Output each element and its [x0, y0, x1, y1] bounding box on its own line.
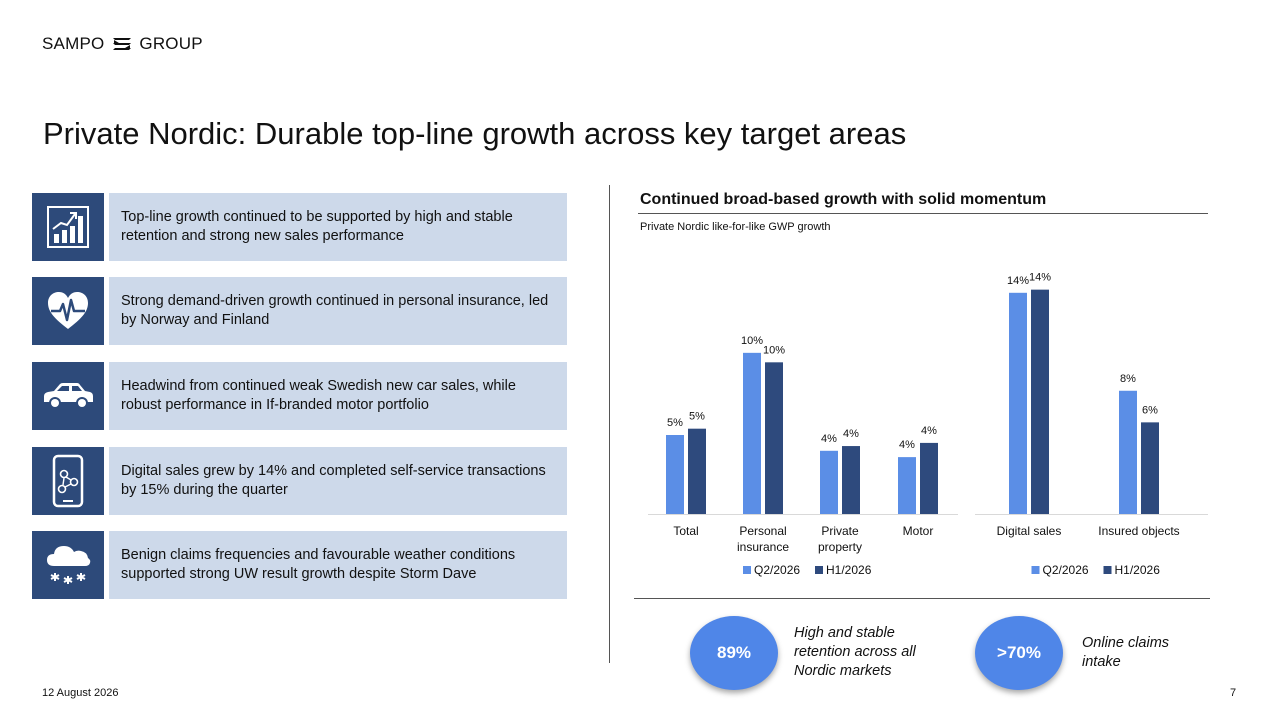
key-point-text: Benign claims frequencies and favourable… [109, 531, 567, 599]
bar-h1-2026 [688, 428, 706, 514]
category-label: Insured objects [1098, 524, 1179, 538]
online-claims-stat-value: >70% [997, 643, 1041, 662]
key-point-row: Strong demand-driven growth continued in… [32, 277, 567, 345]
chart-subtitle: Private Nordic like-for-like GWP growth [640, 221, 831, 233]
bar-h1-2026 [1031, 289, 1049, 514]
footer-date: 12 August 2026 [42, 687, 119, 699]
key-point-row: Digital sales grew by 14% and completed … [32, 447, 567, 515]
data-label: 4% [843, 428, 859, 440]
retention-stat-text: High and stable retention across all Nor… [794, 625, 916, 679]
bar-q2-2026 [898, 457, 916, 514]
section-divider [609, 185, 610, 663]
key-point-text: Strong demand-driven growth continued in… [109, 277, 567, 345]
legend-swatch [815, 566, 823, 574]
retention-stat-circle: 89% [690, 616, 778, 690]
chart-heading: Continued broad-based growth with solid … [640, 191, 1047, 208]
car-icon [32, 362, 104, 430]
bar-q2-2026 [743, 352, 761, 514]
bar-h1-2026 [842, 446, 860, 514]
bar-chart-growth-icon [32, 193, 104, 261]
heart-pulse-icon [32, 277, 104, 345]
sampo-group-logo: SAMPO GROUP [42, 34, 203, 54]
data-label: 5% [689, 411, 705, 423]
key-point-text: Top-line growth continued to be supporte… [109, 193, 567, 261]
data-label: 4% [821, 433, 837, 445]
retention-stat-value: 89% [716, 643, 752, 662]
legend-swatch [1031, 566, 1040, 574]
bar-h1-2026 [1141, 422, 1159, 514]
bar-q2-2026 [820, 450, 838, 514]
legend-label: H1/2026 [1115, 563, 1161, 577]
snow-cloud-icon [32, 531, 104, 599]
data-label: 6% [1142, 404, 1158, 416]
online-claims-stat-text: Online claims intake [1082, 635, 1170, 670]
bar-h1-2026 [765, 362, 783, 514]
bar-q2-2026 [1119, 390, 1137, 514]
chart-heading-rule [638, 213, 1208, 214]
stats-divider [634, 598, 1210, 599]
bar-q2-2026 [1009, 292, 1027, 514]
category-label: insurance [737, 540, 789, 554]
legend-swatch [743, 566, 751, 574]
data-label: 14% [1029, 272, 1051, 284]
smartphone-network-icon [32, 447, 104, 515]
legend-label: H1/2026 [826, 563, 872, 577]
category-label: property [818, 540, 862, 554]
key-point-text: Headwind from continued weak Swedish new… [109, 362, 567, 430]
data-label: 14% [1007, 275, 1029, 287]
legend-label: Q2/2026 [754, 563, 800, 577]
data-label: 5% [667, 417, 683, 429]
category-label: Total [673, 524, 698, 538]
data-label: 4% [899, 439, 915, 451]
data-label: 10% [741, 335, 763, 347]
logo-text-left: SAMPO [42, 34, 105, 53]
legend-label: Q2/2026 [1043, 563, 1089, 577]
sampo-s-icon [113, 38, 132, 50]
data-label: 8% [1120, 373, 1136, 385]
category-label: Personal [739, 524, 786, 538]
key-point-text: Digital sales grew by 14% and completed … [109, 447, 567, 515]
page-number: 7 [1230, 687, 1237, 699]
growth-bar-chart: 5% 5% Total 10%10% Personal insurance 4% 4% Priv… [648, 272, 1208, 577]
page-title: Private Nordic: Durable top-line growth … [43, 116, 907, 151]
category-label: Motor [903, 524, 934, 538]
bar-h1-2026 [920, 442, 938, 514]
legend-swatch [1103, 566, 1112, 574]
category-label: Private [821, 524, 859, 538]
data-label: 4% [921, 425, 937, 437]
category-label: Digital sales [997, 524, 1062, 538]
data-label: 10% [763, 344, 785, 356]
online-claims-stat-circle: >70% [975, 616, 1063, 690]
key-point-row: Top-line growth continued to be supporte… [32, 193, 567, 261]
bar-q2-2026 [666, 435, 684, 514]
key-point-row: Headwind from continued weak Swedish new… [32, 362, 567, 430]
key-point-row: Benign claims frequencies and favourable… [32, 531, 567, 599]
logo-text-right: GROUP [139, 34, 203, 53]
